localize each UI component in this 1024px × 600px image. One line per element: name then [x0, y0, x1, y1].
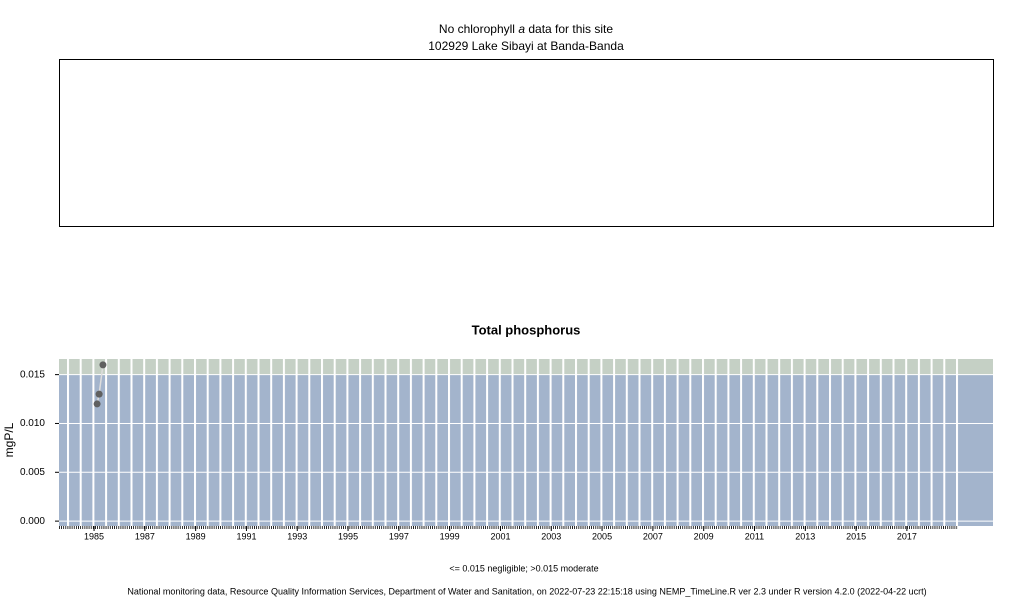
data-point — [99, 361, 107, 369]
x-tick-label: 2009 — [694, 531, 714, 541]
data-point — [93, 400, 101, 408]
x-tick-label: 1999 — [440, 531, 460, 541]
legend-note: <= 0.015 negligible; >0.015 moderate — [449, 563, 598, 573]
x-tick-label: 1997 — [389, 531, 409, 541]
x-tick-label: 2001 — [490, 531, 510, 541]
x-tick-label: 2017 — [897, 531, 917, 541]
x-tick-label: 1993 — [287, 531, 307, 541]
data-point — [95, 390, 103, 398]
y-axis-label: mgP/L — [2, 422, 16, 457]
chart-title: Total phosphorus — [472, 322, 581, 337]
x-tick-label: 2015 — [846, 531, 866, 541]
site-subtitle: 102929 Lake Sibayi at Banda-Banda — [428, 39, 624, 53]
title-part: a — [518, 22, 525, 36]
minor-ticks — [59, 526, 958, 529]
x-tick-label: 2003 — [541, 531, 561, 541]
x-tick-label: 2007 — [643, 531, 663, 541]
x-tick-label: 1987 — [135, 531, 155, 541]
y-tick-label: 0.000 — [20, 516, 45, 527]
title-part: No chlorophyll — [439, 22, 515, 36]
x-tick-label: 1991 — [236, 531, 256, 541]
x-tick-label: 2011 — [745, 531, 764, 541]
x-tick-label: 2013 — [795, 531, 815, 541]
caption: National monitoring data, Resource Quali… — [127, 586, 926, 596]
y-tick-label: 0.015 — [20, 369, 45, 380]
stripes — [59, 359, 966, 526]
x-tick-label: 1989 — [186, 531, 206, 541]
title-part: data for this site — [528, 22, 613, 36]
y-tick-label: 0.010 — [20, 418, 45, 429]
site-title: No chlorophyll a data for this site — [439, 22, 613, 36]
x-tick-label: 1995 — [338, 531, 358, 541]
x-tick-label: 1985 — [84, 531, 104, 541]
plot-area: 0.000 0.005 0.010 0.015 1985 1987 1989 1991 1993… — [20, 359, 993, 541]
y-tick-label: 0.005 — [20, 467, 45, 478]
x-tick-label: 2005 — [592, 531, 612, 541]
empty-panel — [59, 59, 994, 227]
